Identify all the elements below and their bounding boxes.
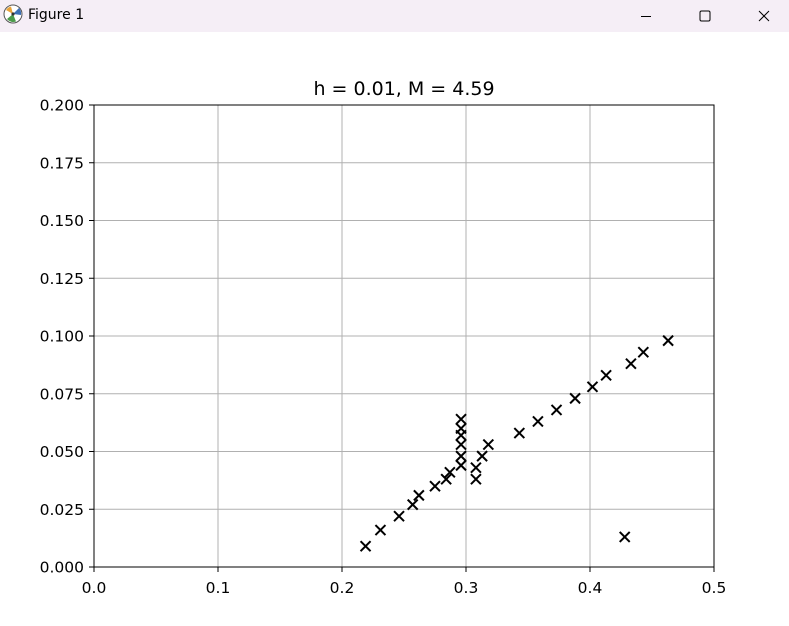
data-point bbox=[619, 531, 631, 543]
close-button[interactable] bbox=[741, 0, 787, 32]
data-point bbox=[406, 498, 419, 511]
window-titlebar: Figure 1 bbox=[0, 0, 789, 32]
data-point bbox=[374, 524, 387, 536]
y-tick-label: 0.100 bbox=[40, 328, 84, 346]
y-tick-label: 0.075 bbox=[40, 385, 84, 403]
data-point bbox=[413, 489, 425, 502]
data-point bbox=[455, 422, 467, 435]
maximize-icon bbox=[699, 10, 711, 22]
data-point bbox=[455, 413, 467, 425]
data-point bbox=[455, 450, 467, 462]
data-point bbox=[470, 473, 482, 485]
data-point bbox=[637, 346, 650, 358]
app-icon bbox=[3, 4, 23, 24]
data-point bbox=[393, 510, 405, 522]
close-icon bbox=[758, 10, 770, 22]
x-tick-label: 0.5 bbox=[702, 579, 727, 597]
chart-title: h = 0.01, M = 4.59 bbox=[313, 78, 494, 100]
window-title: Figure 1 bbox=[28, 7, 85, 23]
y-tick-label: 0.000 bbox=[40, 559, 84, 577]
minimize-button[interactable] bbox=[623, 0, 669, 32]
data-point bbox=[470, 461, 482, 474]
data-point bbox=[440, 473, 452, 485]
x-tick-label: 0.2 bbox=[330, 579, 355, 597]
x-tick-label: 0.3 bbox=[454, 579, 479, 597]
data-point bbox=[482, 438, 495, 451]
data-point bbox=[569, 392, 581, 405]
data-point bbox=[476, 450, 488, 462]
data-point bbox=[429, 480, 441, 492]
data-point bbox=[550, 404, 563, 416]
y-tick-label: 0.200 bbox=[40, 97, 84, 115]
x-tick-label: 0.4 bbox=[578, 579, 603, 597]
y-tick-label: 0.050 bbox=[40, 443, 84, 461]
data-point bbox=[662, 334, 674, 347]
y-tick-label: 0.025 bbox=[40, 501, 84, 519]
figure-canvas: h = 0.01, M = 4.59 0.0 0.1 0.2 0.3 0.4 0.5 0.0… bbox=[0, 32, 789, 622]
y-tick-label: 0.150 bbox=[40, 212, 84, 230]
data-point bbox=[600, 369, 612, 381]
x-tick-label: 0.0 bbox=[82, 579, 107, 597]
data-point bbox=[513, 427, 526, 439]
data-point bbox=[532, 415, 544, 428]
x-tick-label: 0.1 bbox=[206, 579, 231, 597]
minimize-icon bbox=[641, 16, 651, 17]
y-tick-label: 0.175 bbox=[40, 154, 84, 172]
y-tick-label: 0.125 bbox=[40, 270, 84, 288]
maximize-button[interactable] bbox=[682, 0, 728, 32]
data-point bbox=[625, 358, 637, 370]
data-point bbox=[444, 466, 456, 478]
data-point bbox=[455, 459, 467, 472]
data-point bbox=[455, 438, 467, 451]
data-point bbox=[359, 540, 372, 552]
data-point bbox=[586, 381, 599, 393]
scatter-chart: h = 0.01, M = 4.59 0.0 0.1 0.2 0.3 0.4 0.5 0.0… bbox=[40, 78, 727, 597]
